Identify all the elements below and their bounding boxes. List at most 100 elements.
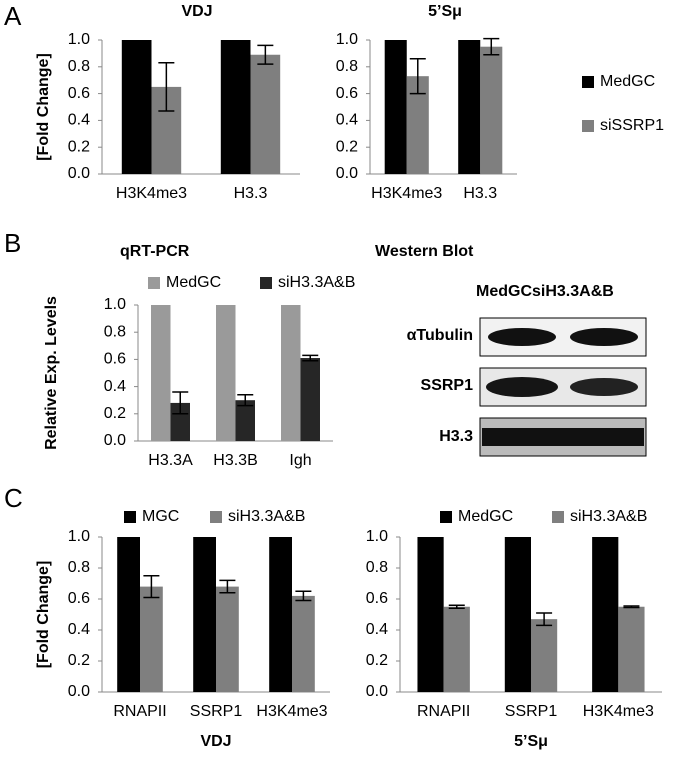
bar [151, 305, 171, 441]
bar [300, 358, 320, 441]
bar [170, 402, 190, 441]
legend-label: siH3.3A&B [570, 508, 647, 525]
bar [618, 606, 645, 692]
legend-swatch [210, 511, 222, 523]
x-tick-label: H3.3B [213, 452, 257, 469]
bar [417, 537, 444, 692]
error-bar [483, 37, 500, 56]
blot-row-label: αTubulin [407, 327, 473, 344]
y-tick-label: 0.2 [68, 652, 90, 669]
panel-letter: C [4, 483, 23, 513]
error-bar [302, 354, 319, 362]
bar [443, 606, 470, 692]
bar [269, 537, 292, 692]
bar [504, 537, 531, 692]
blot-title: Western Blot [375, 243, 474, 260]
bar [531, 619, 558, 692]
bar [117, 537, 140, 692]
blot-band [482, 428, 644, 446]
y-tick-label: 0.4 [336, 112, 358, 129]
bar [592, 537, 619, 692]
bar [235, 400, 255, 441]
legend-swatch [582, 120, 594, 132]
western-blot: Western Blot MedGC siH3.3A&B αTubulin SS… [375, 243, 647, 457]
x-tick-label: SSRP1 [505, 703, 558, 720]
legend-label: siH3.3A&B [228, 508, 305, 525]
legend-swatch [440, 511, 452, 523]
legend-swatch [124, 511, 136, 523]
y-tick-label: 0.2 [366, 652, 388, 669]
error-bar [219, 579, 236, 594]
legend-swatch [260, 277, 272, 289]
blot-band [570, 378, 638, 396]
error-bar [158, 62, 175, 112]
x-axis-label: 5’Sμ [514, 733, 548, 750]
x-tick-label: H3K4me3 [256, 703, 327, 720]
y-tick-label: 0.4 [68, 112, 90, 129]
x-axis-label: VDJ [200, 733, 231, 750]
legend-swatch [552, 511, 564, 523]
y-tick-label: 1.0 [366, 528, 388, 545]
chart-title: VDJ [181, 3, 212, 20]
panel-letter: B [4, 228, 21, 258]
blot-band [488, 328, 556, 346]
y-tick-label: 0.0 [366, 683, 388, 700]
panel-letter: A [4, 1, 22, 31]
bar [458, 40, 481, 174]
blot-row-label: H3.3 [439, 428, 473, 445]
error-bar [143, 575, 160, 599]
bar [140, 586, 163, 692]
y-tick-label: 0.0 [336, 165, 358, 182]
blot-band [486, 377, 558, 397]
x-tick-label: H3.3 [463, 185, 497, 202]
y-tick-label: 1.0 [68, 31, 90, 48]
error-bar [409, 58, 426, 95]
y-tick-label: 0.2 [336, 138, 358, 155]
x-tick-label: RNAPII [417, 703, 470, 720]
bar [292, 595, 315, 692]
y-tick-label: 0.0 [68, 165, 90, 182]
x-tick-label: SSRP1 [190, 703, 243, 720]
y-tick-label: 0.6 [336, 85, 358, 102]
bar [406, 76, 429, 174]
error-bar [257, 44, 274, 65]
y-tick-label: 0.4 [68, 621, 90, 638]
y-axis-label: [Fold Change] [35, 561, 52, 669]
y-tick-label: 0.0 [104, 432, 126, 449]
y-tick-label: 1.0 [336, 31, 358, 48]
error-bar [237, 394, 254, 407]
legend-label: siH3.3A&B [278, 274, 355, 291]
bar [220, 40, 251, 174]
y-tick-label: 0.8 [366, 559, 388, 576]
bar [121, 40, 152, 174]
y-axis-label: [Fold Change] [35, 53, 52, 161]
bar [281, 305, 301, 441]
x-tick-label: Igh [289, 452, 311, 469]
y-tick-label: 0.8 [68, 559, 90, 576]
y-tick-label: 1.0 [68, 528, 90, 545]
x-tick-label: RNAPII [113, 703, 166, 720]
x-tick-label: H3K4me3 [583, 703, 654, 720]
y-tick-label: 0.6 [366, 590, 388, 607]
legend-swatch [582, 76, 594, 88]
bar [384, 40, 407, 174]
legend-label: MedGC [458, 508, 513, 525]
legend-label: MedGC [166, 274, 221, 291]
legend-label: siSSRP1 [600, 117, 664, 134]
bar [216, 305, 236, 441]
y-tick-label: 0.2 [68, 138, 90, 155]
blot-column-label: MedGC [476, 283, 532, 300]
error-bar [536, 612, 553, 627]
bar [480, 46, 503, 175]
chart-title: qRT-PCR [120, 243, 190, 260]
y-tick-label: 0.8 [336, 58, 358, 75]
legend-label: MedGC [600, 73, 655, 90]
y-tick-label: 0.8 [104, 323, 126, 340]
error-bar [172, 391, 189, 415]
legend-label: MGC [142, 508, 179, 525]
y-tick-label: 0.6 [104, 351, 126, 368]
y-tick-label: 0.0 [68, 683, 90, 700]
chart-title: 5’Sμ [428, 3, 462, 20]
